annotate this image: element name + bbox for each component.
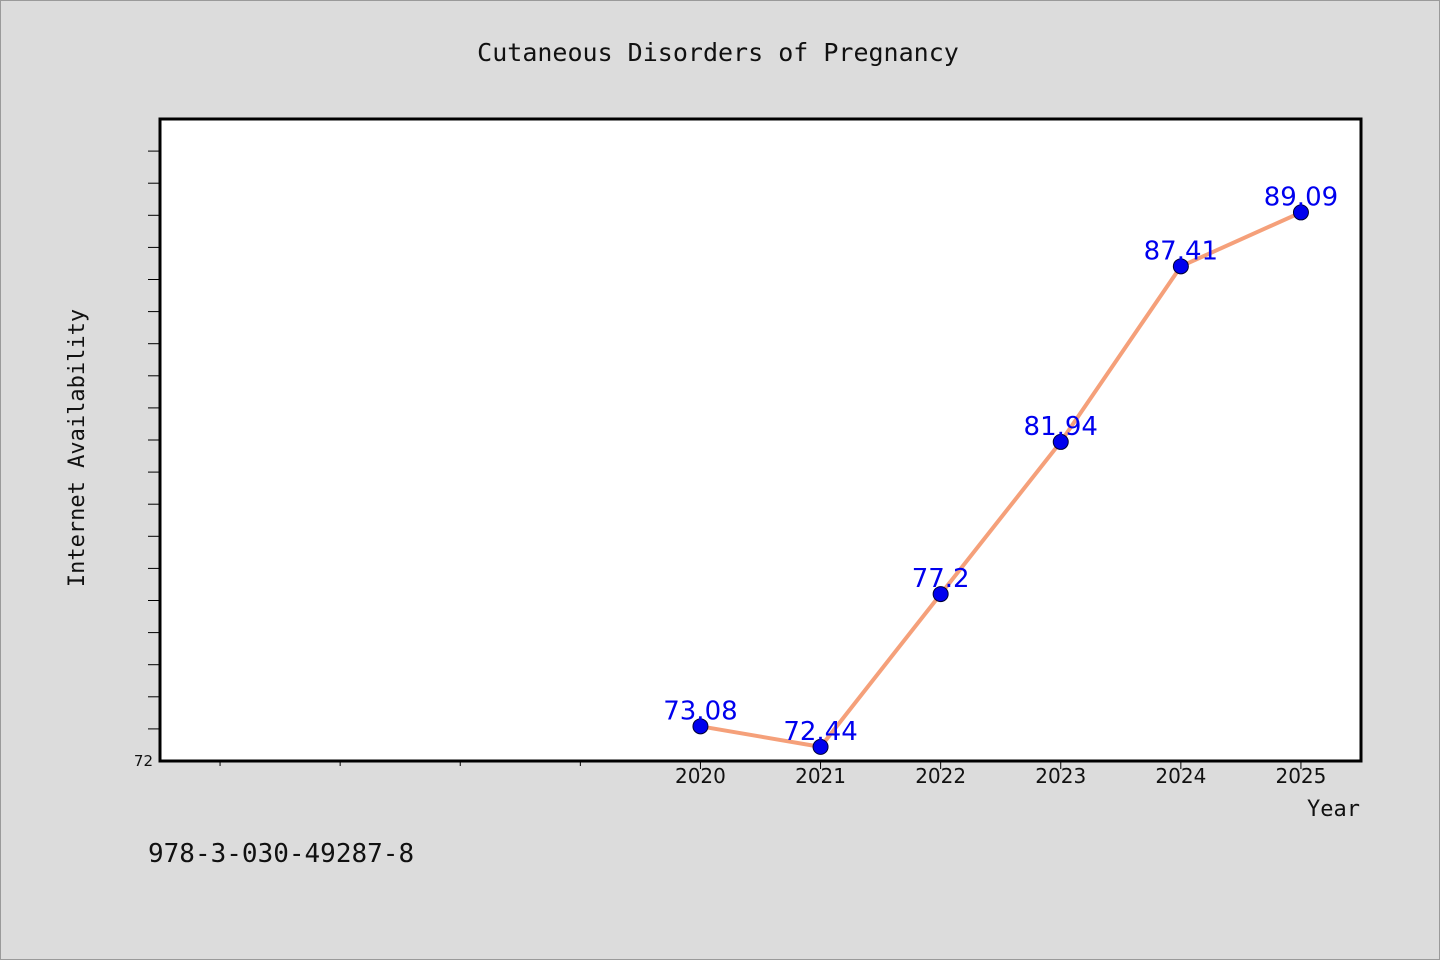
- x-axis-ticks: [219, 761, 1302, 769]
- x-tick-label: 2021: [795, 764, 846, 788]
- data-point: [932, 586, 949, 603]
- data-label: 89.09: [1264, 182, 1338, 212]
- series-line: [698, 210, 1303, 749]
- data-label: 73.08: [663, 696, 737, 726]
- data-point: [812, 738, 829, 755]
- x-axis-tick-labels: 2020 2021 2022 2023 2024 2025: [675, 764, 1326, 788]
- x-tick-label: 2022: [915, 764, 966, 788]
- x-tick-label: 2025: [1275, 764, 1326, 788]
- y-axis-label: Internet Availability: [65, 309, 90, 587]
- footer-isbn: 978-3-030-49287-8: [148, 839, 414, 869]
- data-point: [1052, 433, 1069, 450]
- x-tick-label: 2020: [675, 764, 726, 788]
- series-group: [698, 210, 1303, 749]
- y-tick-label: 72: [134, 752, 153, 770]
- data-point: [1292, 204, 1309, 221]
- data-label: 77.2: [912, 564, 970, 594]
- data-label-group: 73.08 72.44 77.2 81.94 87.41 89.09: [663, 182, 1338, 746]
- y-axis-ticks: [148, 150, 160, 730]
- x-tick-label: 2024: [1155, 764, 1206, 788]
- data-label: 72.44: [783, 717, 857, 747]
- marker-group: [692, 204, 1309, 755]
- data-label: 81.94: [1024, 412, 1098, 442]
- plot-area: [158, 117, 1363, 763]
- x-axis-label: Year: [1307, 797, 1360, 822]
- data-point: [692, 718, 709, 735]
- chart-title: Cutaneous Disorders of Pregnancy: [477, 38, 959, 67]
- data-point: [1172, 258, 1189, 275]
- x-tick-label: 2023: [1035, 764, 1086, 788]
- data-label: 87.41: [1144, 236, 1218, 266]
